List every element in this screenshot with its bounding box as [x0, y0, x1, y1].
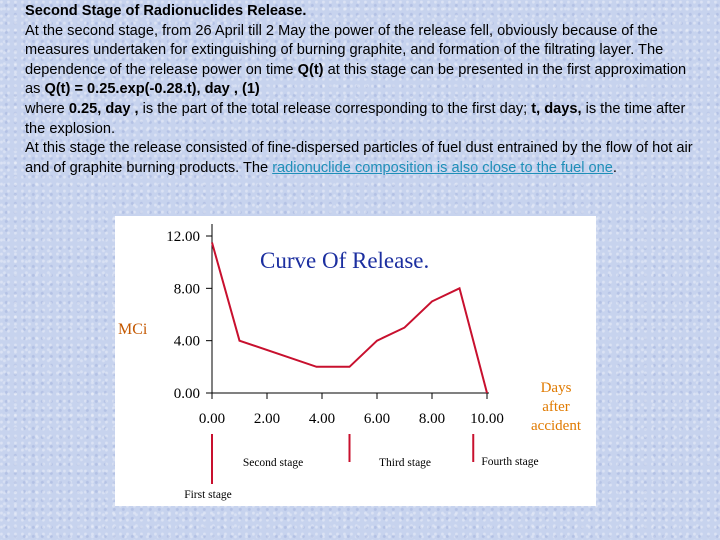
- text-span: where: [25, 100, 69, 117]
- y-axis-label: MCi: [118, 321, 148, 338]
- text-span: is the part of the total release corresp…: [138, 100, 532, 117]
- y-tick-label: 4.00: [174, 334, 200, 350]
- x-tick-label: 10.00: [470, 411, 504, 427]
- x-tick-label: 0.00: [199, 411, 225, 427]
- section-heading: Second Stage of Radionuclides Release.: [25, 3, 307, 19]
- bold-term: t, days,: [531, 100, 582, 117]
- stage-label: Fourth stage: [481, 456, 538, 468]
- x-axis-ticks: 0.00 2.00 4.00 6.00 8.00 10.00: [199, 393, 504, 427]
- stage-label: Second stage: [243, 457, 303, 469]
- stage-markers: First stage Second stage Third stage Fourth…: [184, 434, 539, 501]
- y-tick-label: 12.00: [166, 229, 200, 245]
- x-tick-label: 6.00: [364, 411, 390, 427]
- bold-term: Q(t): [297, 61, 324, 78]
- text-span: at this stage can be presented in the fi…: [25, 61, 687, 98]
- x-tick-label: 2.00: [254, 411, 280, 427]
- x-tick-label: 4.00: [309, 411, 335, 427]
- x-axis-label-line: after: [542, 399, 569, 415]
- y-tick-label: 0.00: [174, 386, 200, 402]
- radionuclide-composition-link[interactable]: radionuclide composition is also close t…: [272, 159, 613, 176]
- stage-label: First stage: [184, 489, 232, 501]
- x-tick-label: 8.00: [419, 411, 445, 427]
- formula: Q(t) = 0.25.exp(-0.28.t), day , (1): [44, 81, 260, 98]
- text-span: At this stage the release consisted of f…: [25, 140, 693, 176]
- y-axis-ticks: 12.00 8.00 4.00 0.00: [166, 229, 212, 402]
- x-axis-label-line: accident: [531, 418, 582, 434]
- text-span: At the second stage, from 26 April till …: [25, 22, 664, 78]
- paragraph-definitions: where 0.25, day , is the part of the tot…: [25, 100, 695, 139]
- release-curve-line: [211, 242, 488, 394]
- paragraph-release-power: At the second stage, from 26 April till …: [25, 22, 695, 100]
- x-axis-label: Days after accident: [531, 380, 582, 434]
- release-curve-chart: Curve Of Release. MCi Daysafteraccident …: [118, 224, 582, 501]
- text-span: is the time after the explosion.: [25, 100, 686, 137]
- bold-term: 0.25, day ,: [68, 100, 139, 117]
- stage-label: Third stage: [379, 457, 431, 469]
- y-tick-label: 8.00: [174, 281, 200, 297]
- chart-title: Curve Of Release.: [260, 248, 429, 273]
- x-axis-label-line: Days: [541, 380, 572, 396]
- text-block: Second Stage of Radionuclides Release. A…: [25, 2, 695, 178]
- text-span: .: [612, 159, 617, 176]
- paragraph-composition: At this stage the release consisted of f…: [25, 139, 695, 178]
- release-curve-figure: Curve Of Release. MCi Days after accident …: [115, 216, 596, 506]
